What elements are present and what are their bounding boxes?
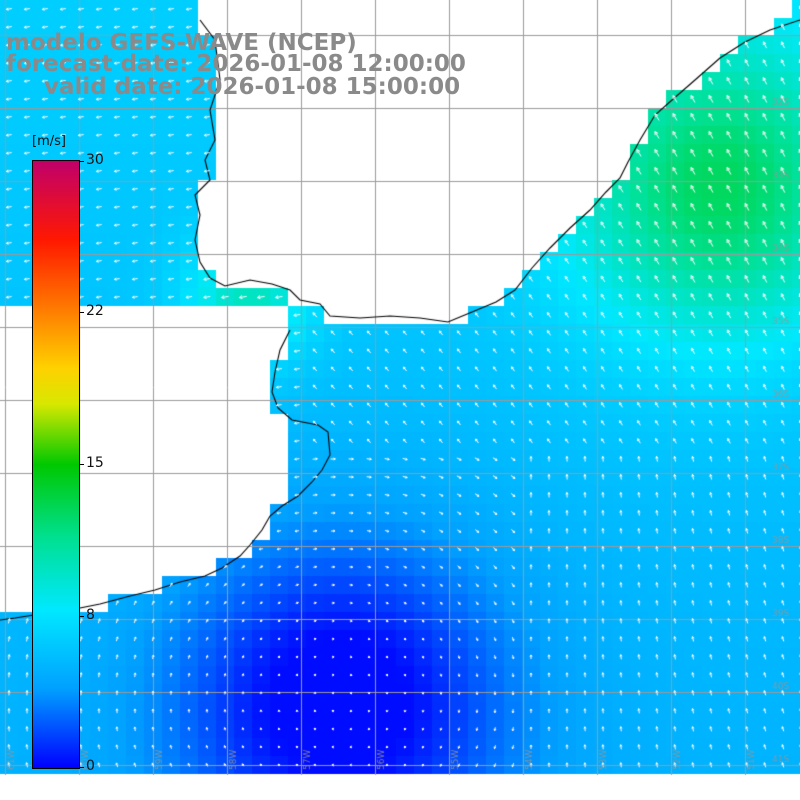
colorbar-unit: [m/s] [32, 134, 66, 149]
colorbar-tick-label: 15 [86, 455, 104, 471]
colorbar-tick-label: 30 [86, 152, 104, 168]
colorbar-tickmark [79, 464, 84, 465]
colorbar-tick-label: 22 [86, 303, 104, 319]
colorbar-tickmark [79, 161, 84, 162]
colorbar-tickmark [79, 767, 84, 768]
model-title: modelo GEFS-WAVE (NCEP) [6, 30, 357, 56]
colorbar-gradient [32, 160, 80, 769]
forecast-date: forecast date: 2026-01-08 12:00:00 [6, 51, 466, 77]
colorbar-tickmark [79, 616, 84, 617]
colorbar-tick-label: 8 [86, 607, 95, 623]
colorbar-legend: [m/s] 30 22 15 8 0 [0, 120, 104, 780]
colorbar-tick-label: 0 [86, 758, 95, 774]
colorbar-tickmark [79, 312, 84, 313]
valid-date: valid date: 2026-01-08 15:00:00 [44, 74, 461, 100]
